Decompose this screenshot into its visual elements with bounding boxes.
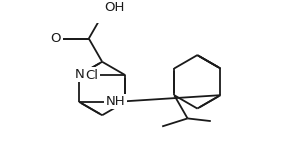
Text: Cl: Cl [85,69,98,82]
Text: OH: OH [104,1,124,14]
Text: NH: NH [106,95,126,108]
Text: N: N [75,68,85,81]
Text: O: O [50,32,61,45]
